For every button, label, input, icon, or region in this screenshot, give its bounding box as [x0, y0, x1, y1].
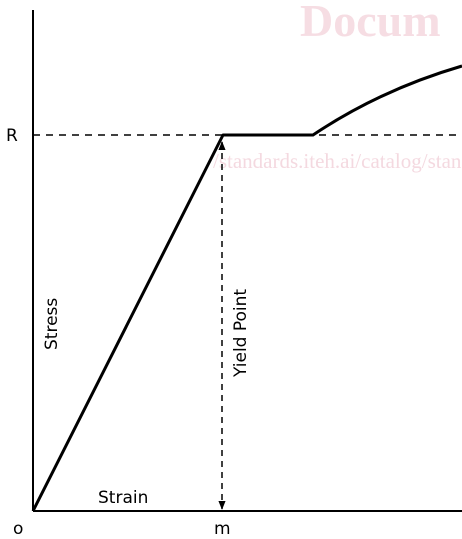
x-tick-label-m: m: [214, 519, 231, 539]
watermark-title: Docum: [300, 0, 441, 46]
x-axis-label: Strain: [98, 488, 148, 508]
stress-strain-curve: [31, 64, 462, 512]
watermark-url: /standards.iteh.ai/catalog/standards/sis: [213, 149, 462, 173]
y-tick-label-r: R: [6, 126, 18, 146]
origin-label: o: [13, 519, 23, 539]
yield-point-label: Yield Point: [231, 289, 251, 378]
y-axis-label: Stress: [42, 298, 62, 350]
